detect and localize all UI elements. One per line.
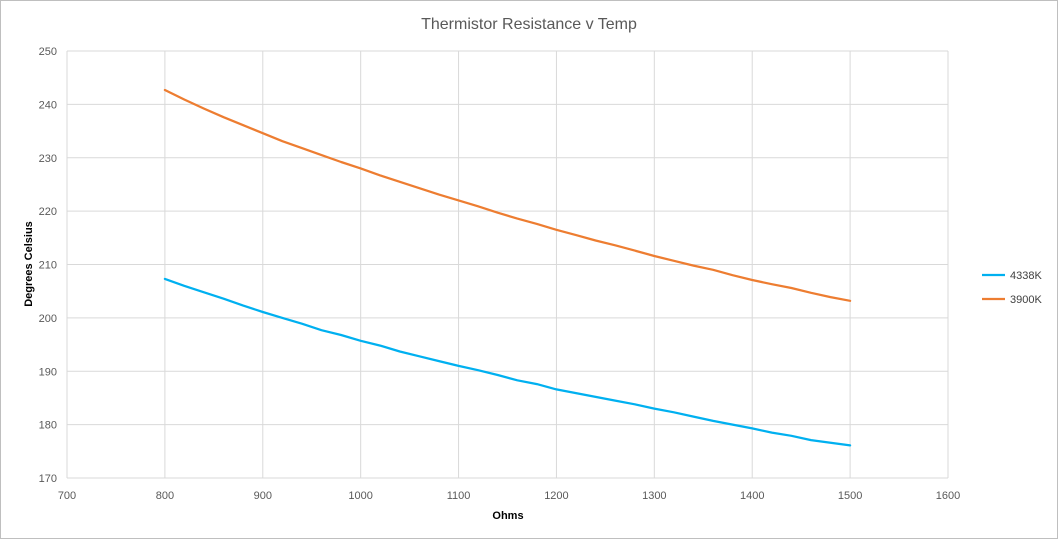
y-tick-label: 250	[39, 46, 57, 58]
x-tick-label: 700	[58, 490, 76, 502]
y-tick-label: 230	[39, 153, 57, 165]
y-tick-label: 190	[39, 366, 57, 378]
series-line-3900k	[163, 88, 852, 302]
y-axis-ticks: 170 180 190 200 210 220 230 240 250	[39, 46, 57, 485]
y-tick-label: 200	[39, 313, 57, 325]
series	[163, 88, 852, 447]
y-tick-label: 220	[39, 206, 57, 218]
legend-label: 3900K	[1010, 294, 1042, 306]
x-tick-label: 1200	[544, 490, 568, 502]
chart-title: Thermistor Resistance v Temp	[421, 16, 637, 33]
x-tick-label: 900	[254, 490, 272, 502]
y-tick-label: 180	[39, 420, 57, 432]
x-tick-label: 1000	[348, 490, 372, 502]
x-tick-label: 1500	[838, 490, 862, 502]
legend-label: 4338K	[1010, 270, 1042, 282]
y-axis-title: Degrees Celsius	[23, 221, 35, 307]
x-tick-label: 800	[156, 490, 174, 502]
x-tick-label: 1300	[642, 490, 666, 502]
x-axis-ticks: 700 800 900 1000 1100 1200 1300 1400 1500 1600	[58, 490, 960, 502]
x-tick-label: 1600	[936, 490, 960, 502]
y-tick-label: 240	[39, 99, 57, 111]
grid	[66, 50, 949, 479]
x-tick-label: 1100	[447, 490, 471, 502]
x-axis-title: Ohms	[492, 510, 523, 522]
series-line-4338k	[163, 277, 852, 447]
legend: 4338K 3900K	[982, 270, 1042, 306]
y-tick-label: 170	[39, 473, 57, 485]
y-tick-label: 210	[39, 260, 57, 272]
x-tick-label: 1400	[740, 490, 764, 502]
